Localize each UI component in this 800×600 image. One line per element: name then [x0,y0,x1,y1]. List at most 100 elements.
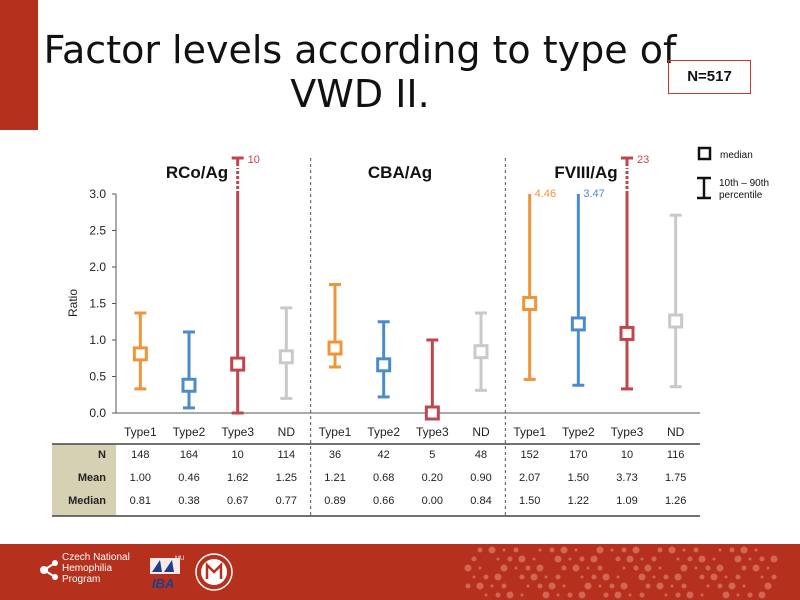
whisker-annotation: 10 [248,154,260,166]
table-cell: 3.73 [616,472,637,484]
category-label: Type1 [513,425,546,439]
table-cell: 1.22 [568,495,589,507]
decoration-dot [477,547,483,553]
decoration-dot [717,583,723,589]
median-marker [181,377,197,393]
decoration-dot [710,573,718,581]
y-tick-label: 0.0 [89,406,106,420]
decoration-dot [579,556,585,562]
decoration-dot [591,574,597,580]
mu-text: MU [175,556,184,562]
decoration-dot [633,565,639,571]
decoration-dot [596,546,604,554]
legend-median-marker [697,146,712,161]
decoration-dot [580,575,584,579]
decoration-dot [760,575,764,579]
decoration-dot [502,548,506,552]
y-tick-label: 2.0 [89,260,106,274]
decoration-dot [483,574,489,580]
legend-range-label-1: 10th – 90th [719,178,769,189]
box-plot-chart: 0.0 0.5 1.0 1.5 2.0 2.5 3.0 Ratio N Mean Median RCo… [52,146,769,518]
decoration-dot [507,556,513,562]
decoration-dot [537,583,543,589]
decoration-dot [747,592,753,598]
legend-median-label: median [720,150,753,161]
table-cell: 0.67 [227,495,248,507]
decoration-dot [764,582,772,590]
category-label: Type3 [221,425,254,439]
group-title: CBA/Ag [368,163,432,182]
decoration-dot [698,555,706,563]
table-cell: 1.62 [227,472,248,484]
table-cell: 2.07 [519,472,540,484]
table-cell: 0.00 [422,495,443,507]
median-marker [230,356,246,372]
decoration-dot [729,547,735,553]
decoration-dot [651,556,657,562]
table-cell: 1.26 [665,495,686,507]
decoration-dot [615,556,621,562]
decoration-dot [622,566,626,570]
table-cell: 10 [621,449,633,461]
category-label: ND [278,425,296,439]
decoration-dot [484,593,488,597]
decoration-dot [586,566,590,570]
decoration-dot [578,591,586,599]
slide-title: Factor levels according to type of VWD I… [43,28,677,116]
decoration-dot [556,593,560,597]
table-cell: 1.21 [324,472,345,484]
decoration-dot [544,575,548,579]
whisker-annotation: 23 [637,154,649,166]
table-cell: 10 [232,449,244,461]
whisker-annotation: 3.47 [583,188,604,200]
decoration-dot [674,573,682,581]
decoration-dot [549,547,555,553]
table-cell: 1.25 [276,472,297,484]
decoration-dot [616,575,620,579]
whisker-annotation: 4.46 [535,188,556,200]
decoration-dot [525,565,531,571]
decoration-dot [728,582,736,590]
decoration-dot [712,557,716,561]
decoration-dot [513,547,519,553]
decoration-dot [652,575,656,579]
decoration-dot [639,592,645,598]
decoration-dot [560,546,568,554]
table-cell: 148 [131,449,149,461]
y-tick-label: 1.5 [89,297,106,311]
median-marker [327,340,343,356]
sample-size-badge: N=517 [668,60,751,94]
category-label: Type1 [319,425,352,439]
decoration-dot [602,573,610,581]
decoration-dot [610,548,614,552]
decoration-dot [496,557,500,561]
decoration-dot [741,565,747,571]
decoration-dot [536,564,544,572]
decoration-dot [748,557,752,561]
decoration-dot [598,584,602,588]
decoration-dot [658,566,662,570]
median-marker [473,344,489,360]
median-marker [376,357,392,373]
table-cell: 0.68 [373,472,394,484]
table-cell: 48 [475,449,487,461]
accent-bar [0,0,38,130]
decoration-dot [626,555,634,563]
decoration-dot [590,555,598,563]
table-cell: 114 [278,449,296,461]
table-cell: 36 [329,449,341,461]
decoration-dot [568,557,572,561]
decoration-dot [471,556,477,562]
category-label: Type3 [416,425,449,439]
decoration-dot [722,591,730,599]
table-row-label: Median [68,495,106,507]
decoration-dot [620,582,628,590]
decoration-dot [567,592,573,598]
decoration-dot [500,564,508,572]
table-cell: 0.38 [178,495,199,507]
decoration-dot [668,546,676,554]
decoration-dot [638,573,646,581]
decoration-dot [495,592,501,598]
decoration-dot [506,591,514,599]
decoration-dot [526,584,530,588]
